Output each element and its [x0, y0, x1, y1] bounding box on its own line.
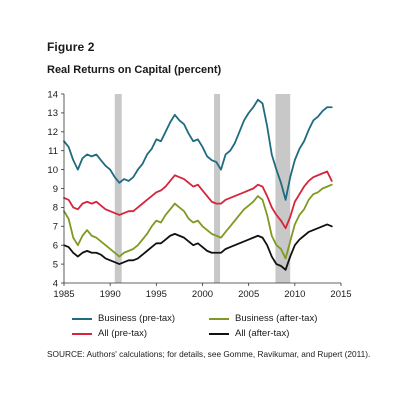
y-tick-label: 13 — [47, 108, 58, 119]
series-line-business-after-tax — [63, 183, 333, 260]
x-tick-label: 2015 — [330, 289, 351, 300]
x-tick-label: 2010 — [284, 289, 305, 300]
y-tick-label: 9 — [53, 184, 58, 195]
x-tick-label: 1990 — [100, 289, 121, 300]
x-tick-label: 1995 — [146, 289, 167, 300]
figure-label: Figure 2 — [47, 40, 95, 54]
chart-title: Real Returns on Capital (percent) — [47, 64, 222, 76]
y-tick-label: 8 — [53, 203, 58, 214]
legend-swatch-all-pre-tax — [72, 332, 92, 335]
y-tick-label: 11 — [48, 146, 58, 157]
legend-item-business-pre-tax: Business (pre-tax) — [72, 313, 175, 324]
legend-swatch-all-after-tax — [209, 332, 229, 335]
y-tick-label: 6 — [53, 241, 58, 252]
recession-band-1 — [114, 94, 122, 283]
series-line-business-pre-tax — [63, 98, 333, 201]
legend-label-all-after-tax: All (after-tax) — [235, 328, 290, 339]
legend-item-all-after-tax: All (after-tax) — [209, 328, 289, 339]
legend-label-all-pre-tax: All (pre-tax) — [98, 328, 148, 339]
legend-item-all-pre-tax: All (pre-tax) — [72, 328, 147, 339]
x-tick-label: 1985 — [53, 289, 74, 300]
series-lines — [63, 98, 333, 271]
y-tick-label: 14 — [47, 89, 58, 100]
y-tick-label: 5 — [53, 259, 58, 270]
axes: 4 5 6 7 8 9 10 11 12 13 14 1985 1990 1995 2000 2005 2010… — [47, 89, 351, 300]
legend-swatch-business-after-tax — [209, 317, 229, 320]
legend-swatch-business-pre-tax — [72, 317, 92, 320]
y-tick-label: 4 — [53, 278, 58, 289]
series-line-all-after-tax — [63, 223, 333, 271]
legend: Business (pre-tax) Business (after-tax) … — [72, 313, 372, 353]
recession-band-2 — [214, 94, 221, 283]
legend-label-business-pre-tax: Business (pre-tax) — [98, 313, 176, 324]
source-note: SOURCE: Authors' calculations; for detai… — [47, 349, 371, 359]
series-line-all-pre-tax — [63, 170, 333, 230]
x-tick-label: 2005 — [238, 289, 259, 300]
y-tick-label: 12 — [47, 127, 58, 138]
legend-label-business-after-tax: Business (after-tax) — [235, 313, 318, 324]
x-tick-label: 2000 — [192, 289, 213, 300]
y-tick-label: 7 — [53, 222, 58, 233]
legend-item-business-after-tax: Business (after-tax) — [209, 313, 317, 324]
y-tick-label: 10 — [47, 165, 58, 176]
